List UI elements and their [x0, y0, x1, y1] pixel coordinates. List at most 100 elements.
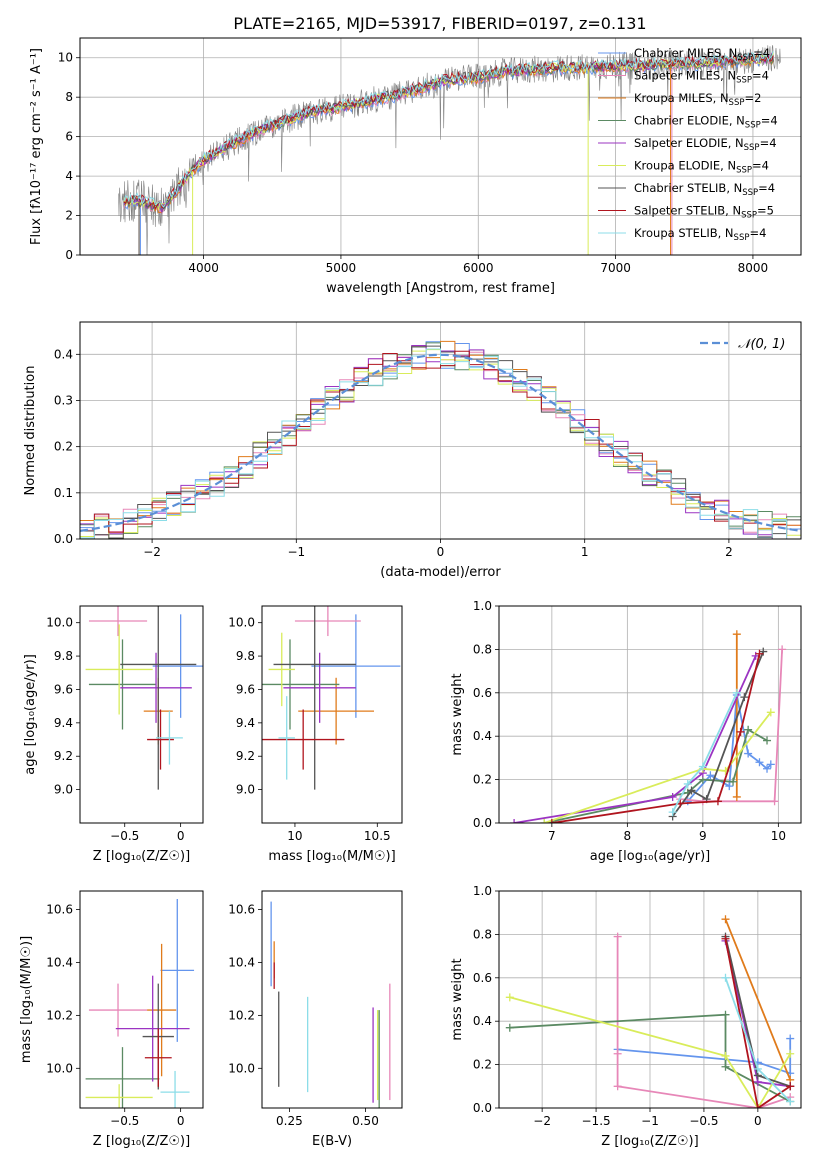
weight-marker-kroupa-stelib: [668, 808, 677, 817]
errorbar-salpeter-miles: [294, 606, 361, 637]
y-tick-label: 0.2: [473, 1058, 492, 1072]
errorbar-salpeter-elodie: [115, 975, 190, 1082]
x-tick-label: 6000: [463, 261, 494, 275]
y-tick-label: 0.8: [473, 927, 492, 941]
weight-marker-chabrier-miles: [766, 760, 775, 769]
y-tick-label: 9.0: [54, 783, 73, 797]
errorbar-kroupa-miles: [298, 677, 374, 745]
x-tick-label: 5000: [326, 261, 357, 275]
weight-marker-kroupa-stelib: [683, 779, 692, 788]
weight-marker-salpeter-miles: [770, 797, 779, 806]
weight-marker-salpeter-stelib: [755, 649, 764, 658]
y-tick-label: 0.2: [473, 773, 492, 787]
y-tick-label: 10.0: [228, 1061, 255, 1075]
weight-marker-salpeter-miles: [613, 932, 622, 941]
y-tick-label: 4: [65, 169, 73, 183]
x-tick-label: 10.5: [364, 829, 391, 843]
x-tick-label: 0: [177, 829, 185, 843]
x-tick-label: 8: [624, 829, 632, 843]
plot-area-residuals: [80, 340, 801, 539]
legend-label-chabrier-elodie: Chabrier ELODIE, NSSP=4: [634, 114, 778, 131]
errorbar-chabrier-miles: [160, 898, 195, 1042]
errorbar-chabrier-elodie: [262, 639, 340, 730]
x-tick-label: 0: [437, 545, 445, 559]
x-axis-label: Z [log₁₀(Z/Z☉)]: [93, 849, 190, 864]
errorbar-chabrier-miles: [152, 614, 203, 718]
plot-area-age_vs_mass: [262, 606, 401, 790]
errorbar-salpeter-elodie: [283, 652, 356, 723]
y-tick-label: 10.0: [228, 616, 255, 630]
x-tick-label: 9: [699, 829, 707, 843]
weight-marker-chabrier-elodie: [721, 1010, 730, 1019]
normal-legend-label: 𝒩(0, 1): [738, 337, 785, 352]
y-tick-label: 0.1: [54, 486, 73, 500]
x-tick-label: 1: [581, 545, 589, 559]
weight-marker-chabrier-miles: [706, 771, 715, 780]
weight-marker-salpeter-stelib: [721, 934, 730, 943]
axes-frame: [498, 605, 802, 824]
x-axis-label: Z [log₁₀(Z/Z☉)]: [93, 1134, 190, 1149]
plot-area-spectrum: [118, 45, 781, 255]
y-tick-label: 0.4: [473, 1014, 492, 1028]
x-axis-label: Z [log₁₀(Z/Z☉)]: [601, 1134, 698, 1149]
y-tick-label: 10.2: [228, 1008, 255, 1022]
y-tick-label: 9.0: [236, 783, 255, 797]
errorbar-chabrier-stelib: [120, 606, 197, 790]
errorbar-kroupa-elodie: [85, 624, 153, 715]
y-tick-label: 0.4: [473, 729, 492, 743]
legend-label-salpeter-elodie: Salpeter ELODIE, NSSP=4: [634, 136, 777, 153]
weight-marker-salpeter-miles: [778, 645, 787, 654]
weight-marker-salpeter-miles: [613, 1049, 622, 1058]
weight-marker-chabrier-miles: [725, 782, 734, 791]
x-tick-label: 10: [287, 829, 302, 843]
weight-marker-chabrier-miles: [683, 797, 692, 806]
axes-mass_vs_EBV: 0.25 0.50 10.0 10.2 10.4 10.6 E(B-V): [228, 890, 403, 1149]
legend-label-kroupa-stelib: Kroupa STELIB, NSSP=4: [634, 226, 766, 243]
y-tick-label: 9.2: [236, 749, 255, 763]
weight-marker-kroupa-miles: [721, 915, 730, 924]
legend-label-kroupa-elodie: Kroupa ELODIE, NSSP=4: [634, 159, 769, 176]
weight-marker-chabrier-elodie: [744, 725, 753, 734]
y-tick-label: 9.2: [54, 749, 73, 763]
weight-marker-chabrier-miles: [755, 758, 764, 767]
axes-frame: [79, 890, 204, 1109]
x-tick-label: 7: [548, 829, 556, 843]
errorbar-kroupa-stelib: [278, 696, 295, 780]
x-tick-label: −0.5: [110, 829, 139, 843]
plot-area-mass_vs_Z: [85, 898, 195, 1108]
weight-marker-chabrier-miles: [786, 1034, 795, 1043]
weight-marker-salpeter-elodie: [668, 792, 677, 801]
y-tick-label: 0.4: [54, 347, 73, 361]
y-tick-label: 10.6: [46, 903, 73, 917]
weight-marker-salpeter-elodie: [510, 819, 519, 823]
x-axis-label: (data-model)/error: [380, 565, 501, 580]
errorbar-salpeter-stelib: [262, 709, 345, 770]
weight-marker-kroupa-stelib: [786, 1097, 795, 1106]
x-axis-label: mass [log₁₀(M/M☉)]: [268, 849, 395, 864]
y-tick-label: 10.6: [228, 903, 255, 917]
histogram-kroupa-stelib: [80, 348, 801, 539]
weight-marker-salpeter-miles: [613, 1082, 622, 1091]
axes-spectrum: 4000 5000 6000 7000 8000 0 2 4 6 8 10 wavelength [A…: [29, 37, 802, 296]
weight-marker-kroupa-elodie: [786, 1049, 795, 1058]
axes-weight_vs_age: 7 8 9 10 0.0 0.2 0.4 0.6 0.8 1.0 age [log₁₀(age/yr…: [450, 599, 802, 864]
y-tick-label: 9.6: [236, 682, 255, 696]
x-axis-label: wavelength [Angstrom, rest frame]: [326, 281, 555, 296]
x-tick-label: 2: [725, 545, 733, 559]
axes-age_vs_Z: −0.5 0 9.0 9.2 9.4 9.6 9.8 10.0 Z [log₁₀(Z/Z☉)] a…: [23, 605, 204, 864]
axes-frame: [79, 37, 802, 256]
y-tick-label: 2: [65, 209, 73, 223]
errorbar-kroupa-elodie: [268, 632, 295, 707]
y-tick-label: 1.0: [473, 599, 492, 613]
weight-marker-kroupa-elodie: [721, 1051, 730, 1060]
x-axis-label: E(B-V): [312, 1134, 352, 1149]
y-tick-label: 0.0: [473, 816, 492, 830]
y-tick-label: 0.3: [54, 393, 73, 407]
y-tick-label: 0.6: [473, 971, 492, 985]
x-tick-label: 7000: [600, 261, 631, 275]
x-tick-label: 0.50: [352, 1114, 379, 1128]
errorbar-chabrier-elodie: [85, 1047, 160, 1108]
weight-marker-chabrier-elodie: [763, 736, 772, 745]
y-tick-label: 9.8: [54, 649, 73, 663]
axes-frame: [79, 605, 204, 824]
